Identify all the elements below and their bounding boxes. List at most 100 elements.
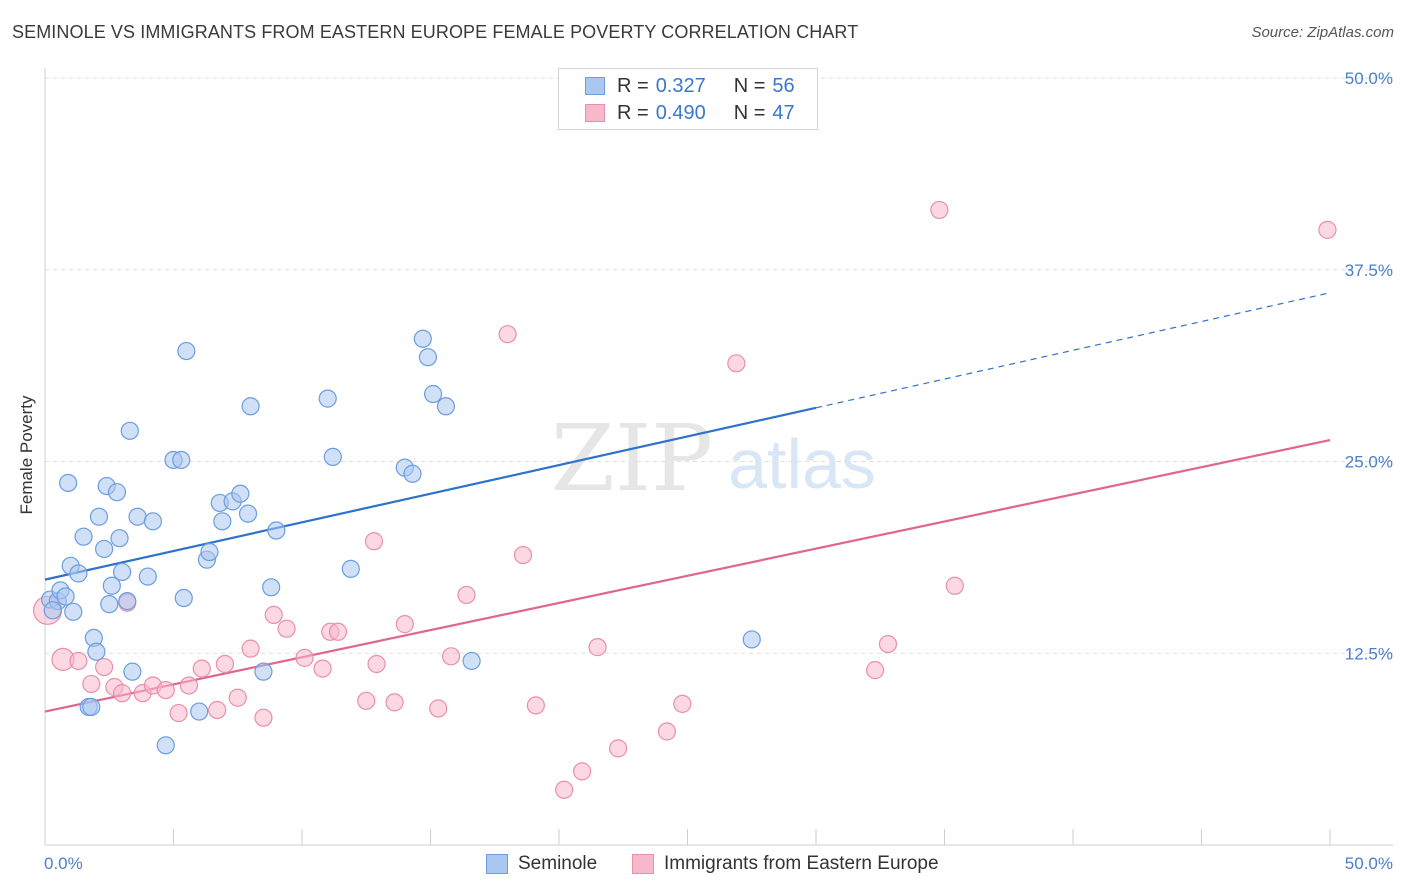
x-tick-label: 50.0% xyxy=(1345,854,1393,873)
bottom-legend-swatch-immigrants xyxy=(632,854,654,874)
point-seminole xyxy=(423,384,443,404)
point-immigrants xyxy=(1318,220,1337,239)
point-seminole xyxy=(190,702,209,721)
legend-r-label: R = xyxy=(617,74,649,97)
point-immigrants xyxy=(192,659,211,678)
point-immigrants xyxy=(95,657,114,677)
legend-row-immigrants: R = 0.490 N = 47 xyxy=(585,101,795,125)
point-seminole xyxy=(403,464,422,483)
point-immigrants xyxy=(328,622,348,641)
point-immigrants xyxy=(357,691,376,710)
legend-n-value: 47 xyxy=(772,101,795,124)
legend-n-value: 56 xyxy=(772,74,795,97)
point-seminole xyxy=(112,562,132,582)
point-immigrants xyxy=(526,696,545,715)
point-seminole xyxy=(231,484,250,503)
point-seminole xyxy=(123,662,142,681)
point-immigrants xyxy=(878,634,898,654)
point-seminole xyxy=(262,578,281,597)
point-immigrants xyxy=(498,325,517,344)
bottom-legend-label-seminole: Seminole xyxy=(518,853,598,874)
legend-r-value: 0.490 xyxy=(655,101,706,124)
point-seminole xyxy=(43,601,62,620)
point-seminole xyxy=(418,348,438,367)
x-tick-label: 0.0% xyxy=(44,854,83,873)
point-seminole xyxy=(143,512,163,531)
tick-label-layer: 12.5% 25.0% 37.5% 50.0% 0.0% 50.0% xyxy=(44,69,1393,873)
point-immigrants xyxy=(555,780,574,799)
point-seminole xyxy=(172,450,191,470)
watermark-zip: ZIP xyxy=(551,405,713,512)
point-immigrants xyxy=(930,200,949,220)
point-seminole xyxy=(82,697,101,717)
y-tick-label: 50.0% xyxy=(1345,69,1393,88)
point-seminole xyxy=(413,329,432,348)
point-seminole xyxy=(341,559,360,578)
point-immigrants xyxy=(573,762,592,781)
point-immigrants xyxy=(208,700,227,720)
point-seminole xyxy=(238,504,258,523)
bottom-legend-swatch-seminole xyxy=(486,854,508,874)
point-immigrants xyxy=(588,638,607,657)
point-seminole xyxy=(128,507,147,526)
point-immigrants xyxy=(457,585,476,605)
point-immigrants xyxy=(228,688,247,707)
point-seminole xyxy=(318,389,337,408)
point-seminole xyxy=(95,539,114,559)
legend-r-value: 0.327 xyxy=(655,74,706,97)
point-immigrants xyxy=(385,693,404,712)
point-immigrants xyxy=(277,619,296,638)
axis-layer xyxy=(44,68,1393,846)
point-seminole xyxy=(69,564,88,583)
point-immigrants xyxy=(169,703,188,723)
point-seminole xyxy=(200,542,219,562)
legend-swatch-seminole xyxy=(585,77,605,95)
point-immigrants xyxy=(313,659,332,678)
point-seminole xyxy=(213,512,232,531)
point-immigrants xyxy=(254,708,273,727)
point-immigrants xyxy=(156,680,175,700)
point-seminole xyxy=(110,529,129,548)
point-immigrants xyxy=(82,674,101,694)
point-immigrants xyxy=(215,654,234,674)
point-immigrants xyxy=(441,647,461,666)
watermark: ZIP atlas xyxy=(551,405,876,512)
point-seminole xyxy=(323,447,342,466)
point-seminole xyxy=(56,587,75,606)
point-seminole xyxy=(742,630,761,649)
legend-n-label: N = xyxy=(733,101,766,124)
point-immigrants xyxy=(727,354,746,373)
trend-line-seminole-extension xyxy=(815,292,1331,409)
point-immigrants xyxy=(395,615,414,634)
point-seminole xyxy=(74,527,93,546)
point-seminole xyxy=(138,567,157,586)
legend-swatch-immigrants xyxy=(585,104,605,122)
point-seminole xyxy=(120,421,139,440)
point-immigrants xyxy=(241,639,260,658)
point-seminole xyxy=(89,507,109,526)
point-immigrants xyxy=(866,661,885,680)
bottom-legend-immigrants: Immigrants from Eastern Europe xyxy=(632,852,939,876)
point-immigrants xyxy=(945,576,964,595)
point-immigrants xyxy=(513,545,533,565)
chart-source: Source: ZipAtlas.com xyxy=(1251,24,1394,41)
point-immigrants xyxy=(429,699,448,718)
chart-title: SEMINOLE VS IMMIGRANTS FROM EASTERN EURO… xyxy=(12,22,859,42)
point-seminole xyxy=(156,736,175,755)
point-immigrants xyxy=(179,676,199,695)
point-seminole xyxy=(100,595,119,614)
point-seminole xyxy=(177,341,196,361)
point-seminole xyxy=(254,662,273,681)
point-immigrants xyxy=(364,532,384,551)
point-immigrants xyxy=(112,684,132,703)
point-immigrants xyxy=(657,722,677,741)
point-seminole xyxy=(59,473,78,493)
point-seminole xyxy=(462,651,481,671)
y-tick-label: 25.0% xyxy=(1345,453,1393,472)
bottom-legend-label-immigrants: Immigrants from Eastern Europe xyxy=(664,853,939,874)
point-seminole xyxy=(267,521,286,540)
point-seminole xyxy=(118,591,137,611)
y-tick-label: 37.5% xyxy=(1345,261,1393,280)
point-seminole xyxy=(107,483,127,502)
